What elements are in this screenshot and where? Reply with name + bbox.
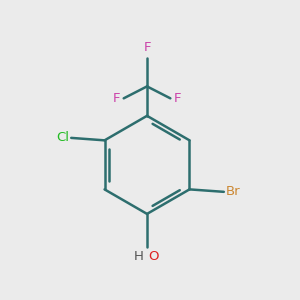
Text: F: F: [143, 41, 151, 54]
Text: H: H: [133, 250, 143, 263]
Text: F: F: [174, 92, 182, 105]
Text: Cl: Cl: [56, 131, 69, 144]
Text: F: F: [112, 92, 120, 105]
Text: Br: Br: [226, 185, 241, 198]
Text: O: O: [148, 250, 159, 263]
